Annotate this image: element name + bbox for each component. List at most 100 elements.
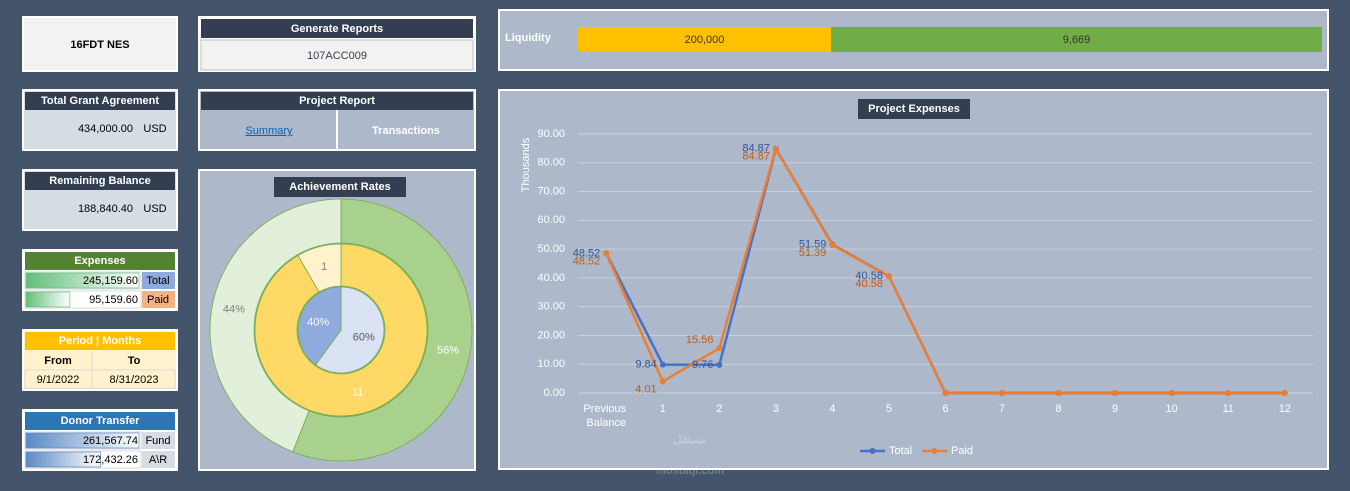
panel-title: Project Report [299, 95, 375, 107]
data-bar [25, 291, 71, 308]
label-cell [142, 272, 175, 289]
chart-title: Achievement Rates [289, 181, 391, 193]
data-label: 51.39 [799, 247, 827, 259]
data-bar [25, 451, 101, 468]
panel-title: Generate Reports [291, 23, 383, 35]
chart-title: Project Expenses [868, 103, 960, 115]
liquidity-cell [578, 27, 831, 52]
x-tick-label: 3 [773, 403, 779, 415]
x-tick-label: 12 [1279, 403, 1291, 415]
data-label: 44% [223, 303, 245, 315]
y-tick-label: 90.00 [537, 128, 565, 140]
data-label: 60% [353, 331, 375, 343]
y-tick-label: 10.00 [537, 358, 565, 370]
x-tick-label: 10 [1166, 403, 1178, 415]
row-label: A\R [149, 454, 167, 466]
y-tick-label: 20.00 [537, 329, 565, 341]
transactions-link[interactable]: Transactions [372, 125, 440, 137]
legend-marker [931, 448, 938, 454]
x-tick-label: 9 [1112, 403, 1118, 415]
data-label: 40.58 [855, 270, 883, 282]
panel-header [201, 92, 473, 110]
donut-segment [297, 243, 342, 293]
data-label: 56% [437, 344, 459, 356]
series-marker [603, 250, 610, 257]
panel-header [201, 19, 473, 38]
legend-label: Total [889, 445, 912, 457]
liquidity-cell [831, 27, 1322, 52]
panel-title: Total Grant Agreement [41, 95, 159, 107]
data-label: 11 [352, 387, 363, 399]
data-label: 48.52 [573, 247, 601, 259]
liquidity-title: Liquidity [505, 32, 552, 44]
donut-segment [297, 286, 342, 366]
y-tick-label: 0.00 [544, 387, 565, 399]
data-label: 4.01 [635, 383, 656, 395]
series-marker [942, 390, 949, 396]
period-date: 8/31/2023 [110, 374, 159, 386]
amount: 188,840.40 [78, 203, 133, 215]
series-marker [1225, 390, 1232, 396]
code-box [22, 16, 178, 72]
bar-value: 95,159.60 [89, 294, 138, 306]
x-tick-label: 8 [1056, 403, 1062, 415]
data-bar [25, 432, 140, 449]
x-tick-label: 2 [716, 403, 722, 415]
series-marker [1055, 390, 1062, 396]
x-tick-label: 1 [660, 403, 666, 415]
label-cell [142, 451, 175, 468]
legend-label: Paid [951, 445, 973, 457]
panel-title: Expenses [74, 255, 125, 267]
legend-marker [869, 448, 876, 454]
code: 16FDT NES [70, 39, 129, 51]
data-label: 9.76 [692, 359, 713, 371]
donut-segment [315, 286, 385, 374]
bar-value: 261,567.74 [83, 435, 138, 447]
y-tick-label: 50.00 [537, 243, 565, 255]
currency: USD [143, 123, 166, 135]
panel-title: Remaining Balance [49, 175, 150, 187]
summary-link[interactable]: Summary [245, 125, 293, 137]
row-label: Paid [147, 294, 169, 306]
period-header: To [128, 355, 141, 367]
series-marker [659, 361, 666, 368]
donut-segment [209, 198, 342, 453]
report-code: 107ACC009 [307, 50, 367, 62]
liquidity-value: 9,669 [1063, 34, 1091, 46]
series-marker [999, 390, 1006, 396]
x-tick-label: 6 [942, 403, 948, 415]
row-label: Fund [145, 435, 170, 447]
data-label: 84.87 [742, 151, 770, 163]
panel-title: Donor Transfer [61, 415, 141, 427]
panel-header [25, 412, 175, 430]
panel-header [25, 332, 175, 350]
series-marker [716, 345, 723, 352]
y-tick-label: 30.00 [537, 301, 565, 313]
x-tick-label: 5 [886, 403, 892, 415]
series-marker [829, 242, 836, 249]
period-date: 9/1/2022 [37, 374, 80, 386]
donut-segment [254, 243, 428, 417]
bar-value: 172,432.26 [83, 454, 138, 466]
data-label: 9.84 [635, 359, 656, 371]
x-tick-label: 7 [999, 403, 1005, 415]
panel-header [25, 92, 175, 110]
y-tick-label: 40.00 [537, 272, 565, 284]
label-cell [142, 291, 175, 308]
data-label: 1 [321, 261, 327, 273]
date-row [24, 369, 176, 389]
y-axis-label: Thousands [520, 137, 532, 192]
data-label: 40.58 [855, 278, 883, 290]
series-marker [659, 378, 666, 385]
title-badge [274, 177, 406, 197]
y-tick-label: 70.00 [537, 185, 565, 197]
liquidity-value: 200,000 [685, 34, 725, 46]
currency: USD [143, 203, 166, 215]
data-label: 84.87 [742, 143, 770, 155]
panel-title: Period | Months [59, 335, 142, 347]
panel-header [25, 172, 175, 190]
watermark: mostaql.com [656, 465, 724, 477]
series-marker [885, 273, 892, 280]
